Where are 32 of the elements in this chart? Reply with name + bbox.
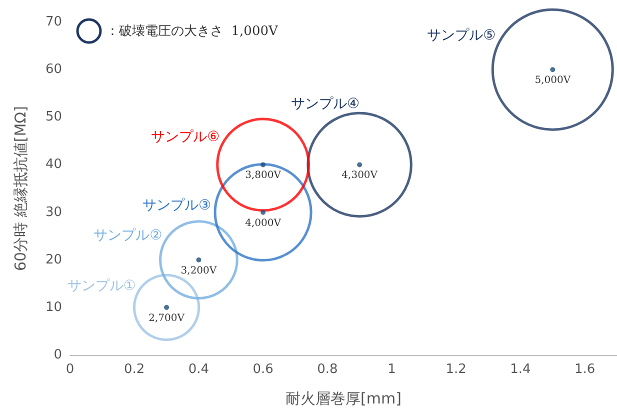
x-tick-label: 0.4 (188, 362, 210, 377)
series-label: サンプル② (94, 228, 162, 244)
y-tick-label: 60 (45, 62, 62, 78)
y-tick-label: 30 (45, 204, 62, 220)
series-label: サンプル⑥ (151, 129, 220, 146)
annotation: 3,200V (180, 265, 218, 276)
x-tick-label: 1.2 (446, 362, 466, 377)
y-tick-label: 50 (45, 110, 62, 125)
y-tick-label: 0 (54, 348, 62, 362)
y-tick-label: 20 (45, 252, 62, 268)
x-tick-label: 0.8 (317, 362, 338, 377)
annotation: 4,300V (342, 170, 378, 182)
annotation: 4,000V (245, 218, 282, 229)
annotation: 5,000V (534, 75, 572, 86)
y-tick-label: 10 (45, 300, 62, 315)
series-label: サンプル① (67, 278, 136, 294)
x-axis-title: 耐火層巻厚[mm] (286, 390, 402, 408)
x-tick-label: 0 (66, 362, 74, 377)
annotation: 2,700V (148, 312, 186, 324)
x-tick-label: 1 (388, 362, 396, 377)
x-tick-label: 1.6 (574, 362, 596, 377)
x-tick-label: 0.6 (252, 362, 274, 377)
y-tick-label: 70 (45, 14, 62, 30)
y-axis-title: 60分時 絶縁抵抗値[MΩ] (12, 106, 30, 271)
legend-title: ：破壊電圧の大きさ 1,000V (106, 23, 278, 40)
x-tick-label: 0.2 (124, 362, 145, 377)
x-tick-label: 1.4 (510, 362, 531, 377)
series-label: サンプル③ (142, 197, 212, 214)
annotation: 3,800V (245, 170, 282, 182)
series-label: サンプル⑤ (427, 28, 496, 44)
y-tick-label: 40 (45, 157, 62, 172)
series-label: サンプル④ (291, 96, 360, 112)
